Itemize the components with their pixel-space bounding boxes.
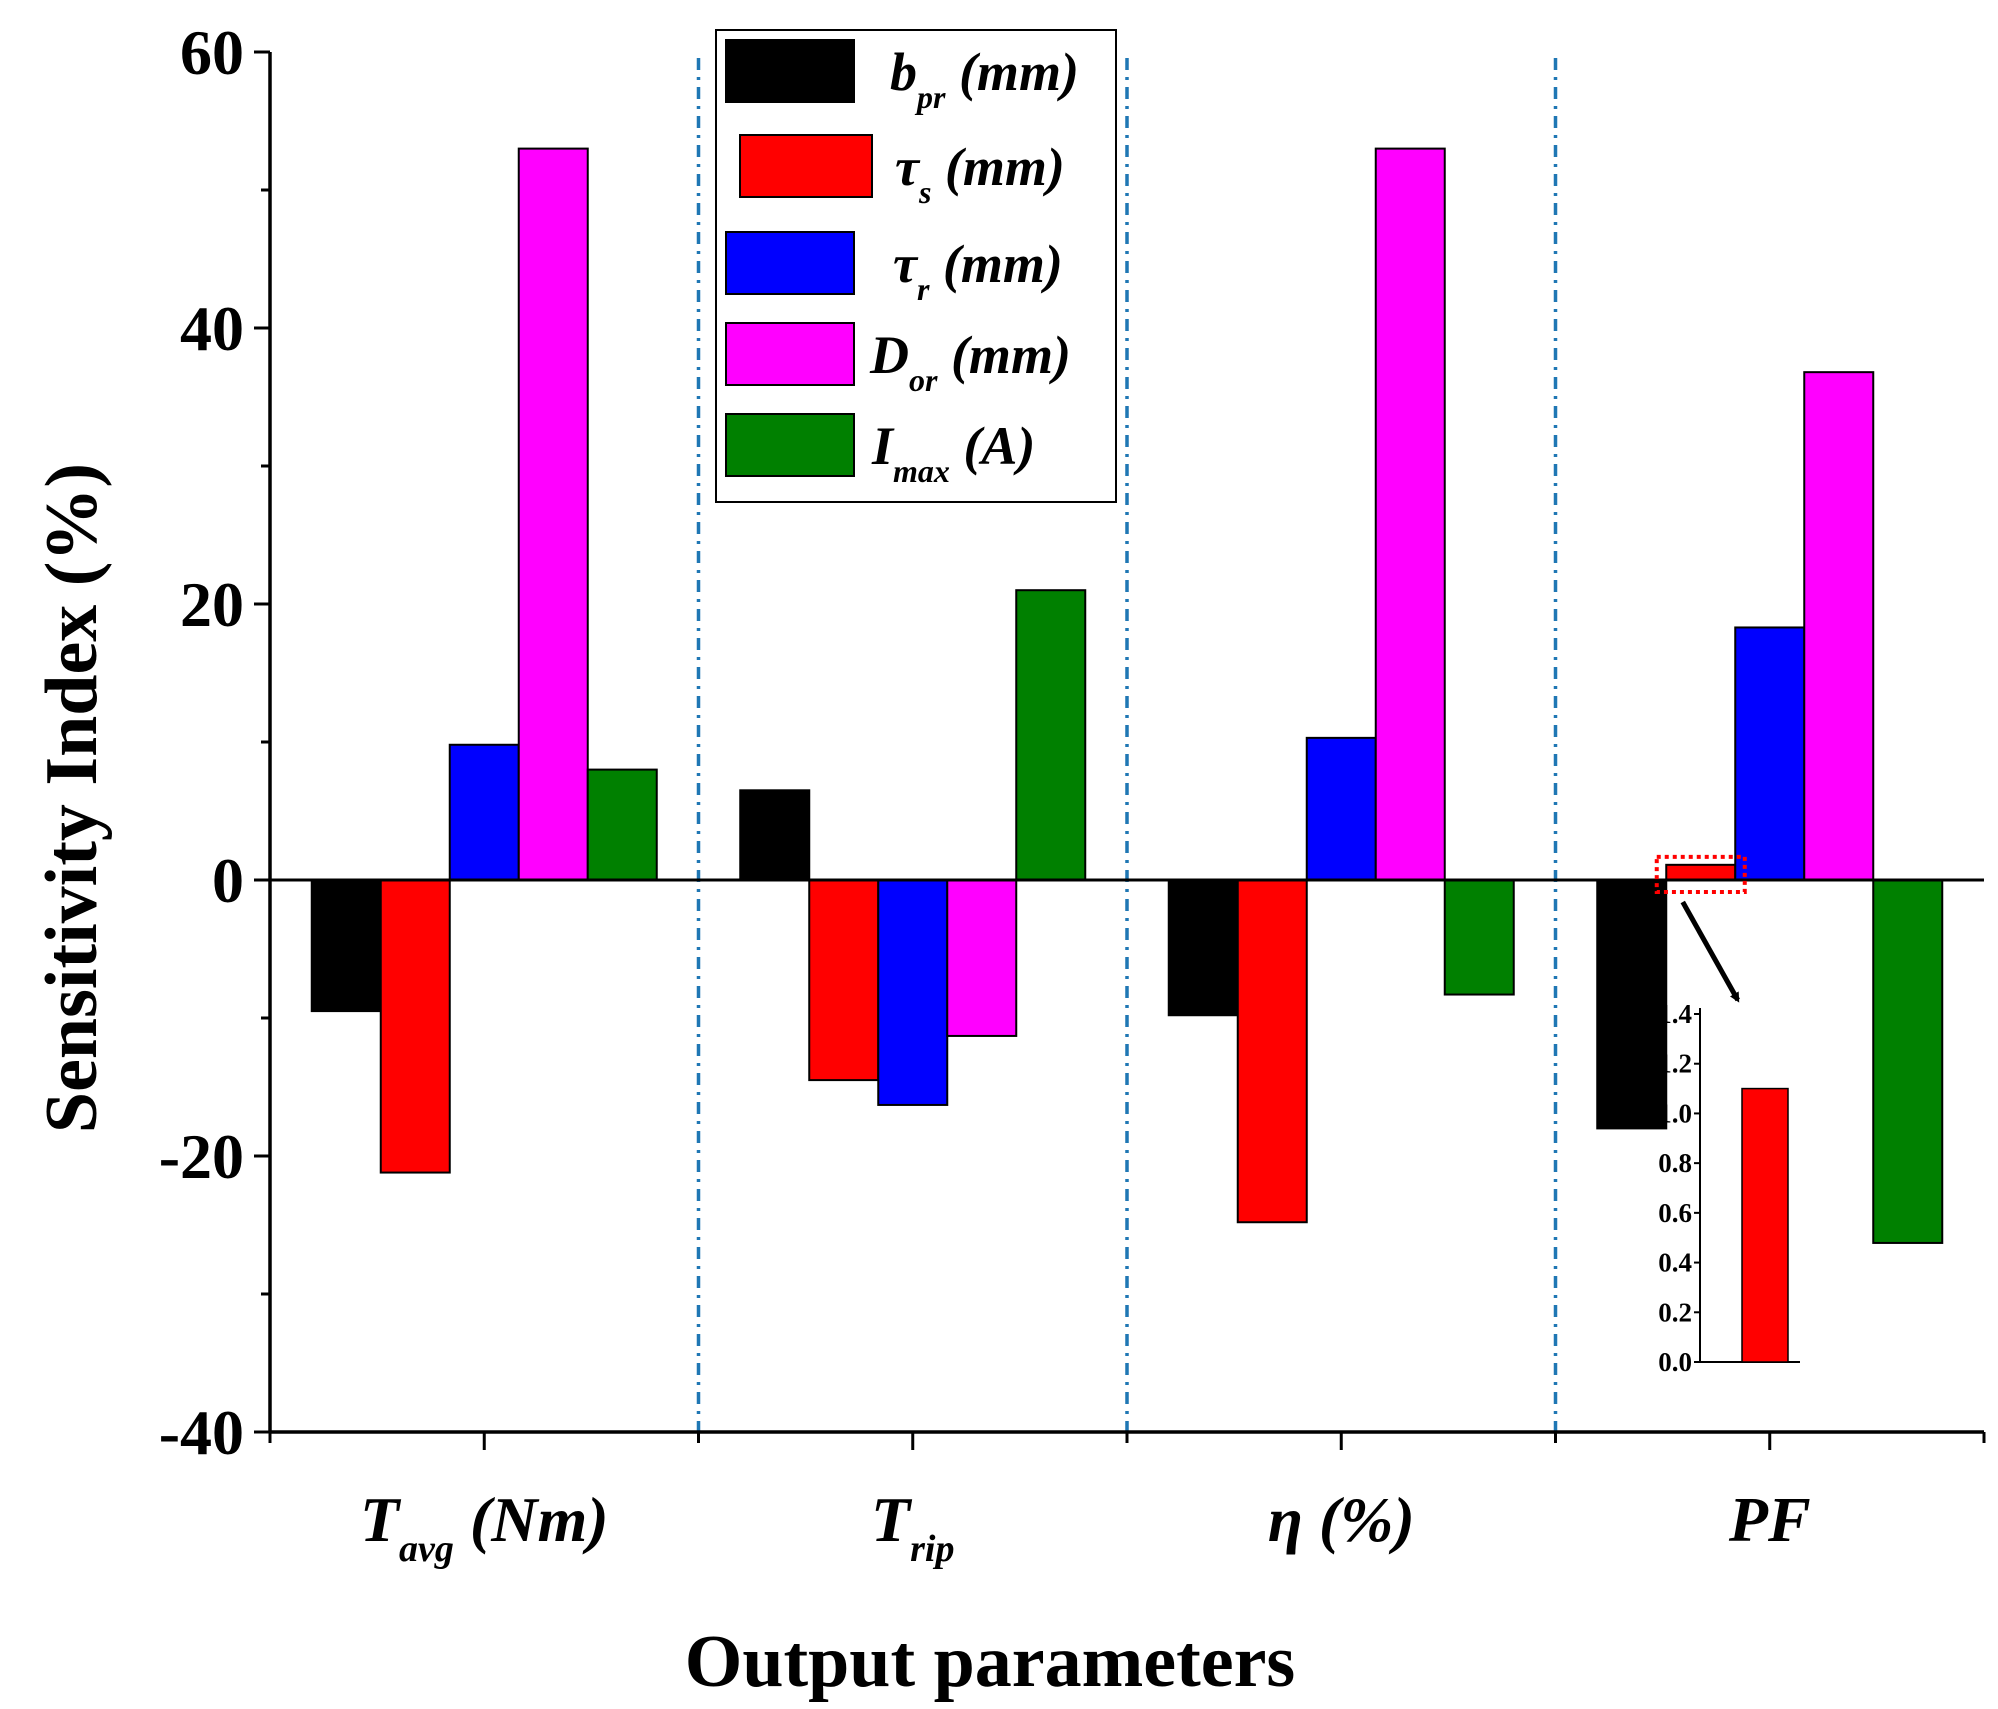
legend-swatch-τs	[739, 134, 873, 198]
y-tick-label: 40	[180, 293, 244, 364]
inset-y-tick-label: 1.0	[1658, 1098, 1692, 1128]
bar-τr-1	[877, 879, 949, 1106]
legend-label-sub: max	[893, 453, 950, 489]
y-tick-labels: -40 -20 0 20 40 60	[159, 17, 244, 1468]
legend-swatch-τr	[725, 231, 855, 295]
inset-y-tick-label: 0.0	[1658, 1347, 1692, 1377]
bar-Dor-0	[517, 147, 589, 882]
legend-label-main: D	[869, 325, 909, 385]
x-category-label: Tavg (Nm)	[360, 1484, 609, 1570]
bar-Imax-3	[1872, 879, 1944, 1244]
legend-label-main: b	[890, 42, 917, 102]
legend-label-main: I	[871, 416, 895, 476]
bar-τs-1	[808, 879, 880, 1082]
bar-τr-3	[1734, 626, 1806, 882]
legend-label: τr (mm)	[893, 234, 1063, 307]
bar-Imax-0	[586, 768, 658, 881]
inset-y-tick-label: 0.4	[1658, 1248, 1692, 1278]
inset-y-tick-label: 1.4	[1658, 999, 1692, 1029]
x-category-label-main: T	[360, 1484, 402, 1555]
legend-label-sub: r	[917, 271, 930, 307]
y-tick-label: 0	[212, 845, 244, 916]
bar-bpr-1	[739, 789, 811, 881]
bar-Imax-2	[1443, 879, 1515, 996]
legend-label-suffix: (mm)	[945, 42, 1078, 102]
legend-label-suffix: (mm)	[931, 137, 1064, 197]
x-axis-title: Output parameters	[685, 1621, 1295, 1703]
y-tick-label: -40	[159, 1397, 244, 1468]
bar-bpr-3	[1596, 879, 1668, 1130]
bar-series	[310, 147, 1944, 1244]
inset-highlight-box	[1654, 854, 1747, 895]
legend-label-sub: s	[918, 174, 931, 210]
y-axis-title: Sensitivity Index (%)	[31, 463, 113, 1133]
legend-label-suffix: (mm)	[937, 325, 1070, 385]
legend-label-sub: or	[909, 362, 938, 398]
inset-pointer-arrow	[1680, 900, 1740, 1003]
bar-Dor-1	[946, 879, 1018, 1037]
bar-τs-3	[1665, 863, 1737, 882]
inset-y-tick-label: 0.6	[1658, 1198, 1692, 1228]
legend-label-suffix: (mm)	[929, 234, 1062, 294]
bar-bpr-2	[1167, 879, 1239, 1017]
bar-τr-0	[448, 743, 520, 882]
bar-τs-0	[379, 879, 451, 1174]
bar-τr-2	[1305, 736, 1377, 881]
bar-Dor-3	[1803, 371, 1875, 881]
legend-swatch-Imax	[725, 413, 855, 477]
legend-label-main: τ	[893, 234, 919, 294]
inset-bar	[1741, 1087, 1789, 1363]
legend-label: bpr (mm)	[890, 42, 1079, 115]
group-separators	[696, 58, 1558, 1432]
inset-zoom-chart: 0.0 0.2 0.4 0.6 0.8 1.0 1.2 1.4	[1654, 854, 1800, 1377]
x-category-labels: Tavg (Nm) Trip η (%) PF	[360, 1484, 1811, 1570]
y-tick-label: 20	[180, 569, 244, 640]
legend-label: Imax (A)	[871, 416, 1035, 489]
legend-swatch-bpr	[725, 39, 855, 103]
x-category-label-main: η (%)	[1268, 1484, 1415, 1555]
legend-label-sub: pr	[914, 79, 946, 115]
legend-swatch-Dor	[725, 322, 855, 386]
x-category-label-sub: rip	[910, 1528, 954, 1570]
x-category-label: η (%)	[1268, 1484, 1415, 1555]
x-category-label-main: T	[871, 1484, 913, 1555]
y-tick-label: 60	[180, 17, 244, 88]
x-category-label: PF	[1728, 1484, 1811, 1555]
legend-label: τs (mm)	[895, 137, 1065, 210]
inset-y-tick-label: 0.8	[1658, 1148, 1692, 1178]
y-tick-label: -20	[159, 1121, 244, 1192]
x-category-label-suffix: (Nm)	[454, 1484, 609, 1555]
bar-Dor-2	[1374, 147, 1446, 882]
inset-y-tick-label: 1.2	[1658, 1049, 1692, 1079]
bar-bpr-0	[310, 879, 382, 1013]
x-category-label: Trip	[871, 1484, 954, 1570]
legend-label-main: τ	[895, 137, 921, 197]
bar-τs-2	[1236, 879, 1308, 1224]
legend-label-suffix: (A)	[950, 416, 1035, 476]
legend: bpr (mm)τs (mm)τr (mm)Dor (mm)Imax (A)	[715, 29, 1117, 503]
x-category-label-main: PF	[1728, 1484, 1811, 1555]
x-category-label-sub: avg	[399, 1528, 454, 1570]
legend-label: Dor (mm)	[869, 325, 1071, 398]
bar-Imax-1	[1015, 589, 1087, 881]
inset-y-tick-label: 0.2	[1658, 1297, 1692, 1327]
axes	[254, 50, 1986, 1450]
